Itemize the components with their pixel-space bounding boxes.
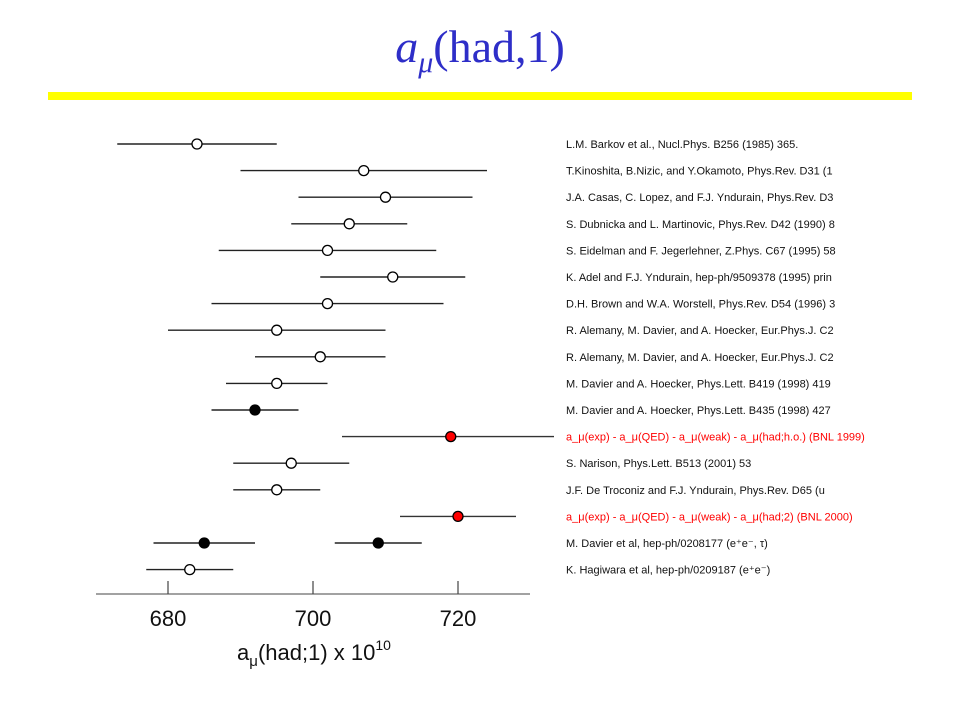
- title-subscript: μ: [418, 46, 434, 79]
- data-point-4: [321, 244, 334, 257]
- data-point-9: [271, 377, 283, 390]
- data-point-13: [271, 484, 283, 496]
- title-rule: [48, 92, 912, 100]
- data-point-7: [271, 324, 283, 336]
- point-label-10: M. Davier and A. Hoecker, Phys.Lett. B43…: [566, 405, 831, 417]
- x-axis-ticks: 680 700 720: [150, 581, 477, 631]
- xlabel-exp: 10: [375, 637, 391, 653]
- point-label-11: a_μ(exp) - a_μ(QED) - a_μ(weak) - a_μ(ha…: [566, 432, 865, 444]
- data-point-15-1: [372, 537, 384, 549]
- data-point-2: [379, 191, 392, 203]
- point-label-7: R. Alemany, M. Davier, and A. Hoecker, E…: [566, 325, 834, 337]
- point-label-3: S. Dubnicka and L. Martinovic, Phys.Rev.…: [566, 219, 835, 231]
- x-tick-label-1: 700: [295, 606, 332, 631]
- point-label-13: J.F. De Troconiz and F.J. Yndurain, Phys…: [566, 485, 825, 497]
- data-point-16: [184, 563, 196, 576]
- legend-labels: L.M. Barkov et al., Nucl.Phys. B256 (198…: [566, 139, 865, 577]
- x-tick-label-2: 720: [440, 606, 477, 631]
- point-label-14: a_μ(exp) - a_μ(QED) - a_μ(weak) - a_μ(ha…: [566, 511, 853, 523]
- point-label-2: J.A. Casas, C. Lopez, and F.J. Yndurain,…: [566, 192, 833, 204]
- point-label-8: R. Alemany, M. Davier, and A. Hoecker, E…: [566, 352, 834, 364]
- x-axis-title: aμ(had;1) x 1010: [237, 637, 391, 670]
- data-point-8: [314, 351, 326, 363]
- data-point-1: [358, 164, 370, 177]
- point-label-16: K. Hagiwara et al, hep-ph/0209187 (e⁺e⁻): [566, 565, 770, 577]
- point-label-5: K. Adel and F.J. Yndurain, hep-ph/950937…: [566, 272, 832, 284]
- data-points: [117, 138, 554, 576]
- data-point-5: [387, 271, 399, 283]
- point-label-12: S. Narison, Phys.Lett. B513 (2001) 53: [566, 458, 751, 470]
- x-tick-label-0: 680: [150, 606, 187, 631]
- data-point-3: [343, 218, 355, 230]
- slide-title: aμ(had,1): [0, 21, 960, 78]
- point-label-15: M. Davier et al, hep-ph/0208177 (e⁺e⁻, τ…: [566, 538, 768, 550]
- data-point-6: [321, 297, 334, 310]
- point-label-6: D.H. Brown and W.A. Worstell, Phys.Rev. …: [566, 299, 835, 311]
- title-rest: (had,1): [433, 21, 565, 72]
- data-point-11: [445, 430, 457, 443]
- xlabel-base: a: [237, 640, 250, 665]
- data-point-10: [249, 404, 261, 416]
- point-label-9: M. Davier and A. Hoecker, Phys.Lett. B41…: [566, 378, 831, 390]
- title-symbol: a: [395, 21, 419, 72]
- data-point-12: [285, 457, 297, 469]
- data-point-0: [191, 138, 203, 150]
- point-label-0: L.M. Barkov et al., Nucl.Phys. B256 (198…: [566, 139, 798, 151]
- data-point-14: [452, 510, 464, 523]
- data-point-15-0: [198, 537, 210, 549]
- xlabel-main: (had;1) x 10: [258, 640, 375, 665]
- xlabel-sub: μ: [249, 653, 258, 670]
- point-label-4: S. Eidelman and F. Jegerlehner, Z.Phys. …: [566, 245, 836, 257]
- point-label-1: T.Kinoshita, B.Nizic, and Y.Okamoto, Phy…: [566, 166, 833, 178]
